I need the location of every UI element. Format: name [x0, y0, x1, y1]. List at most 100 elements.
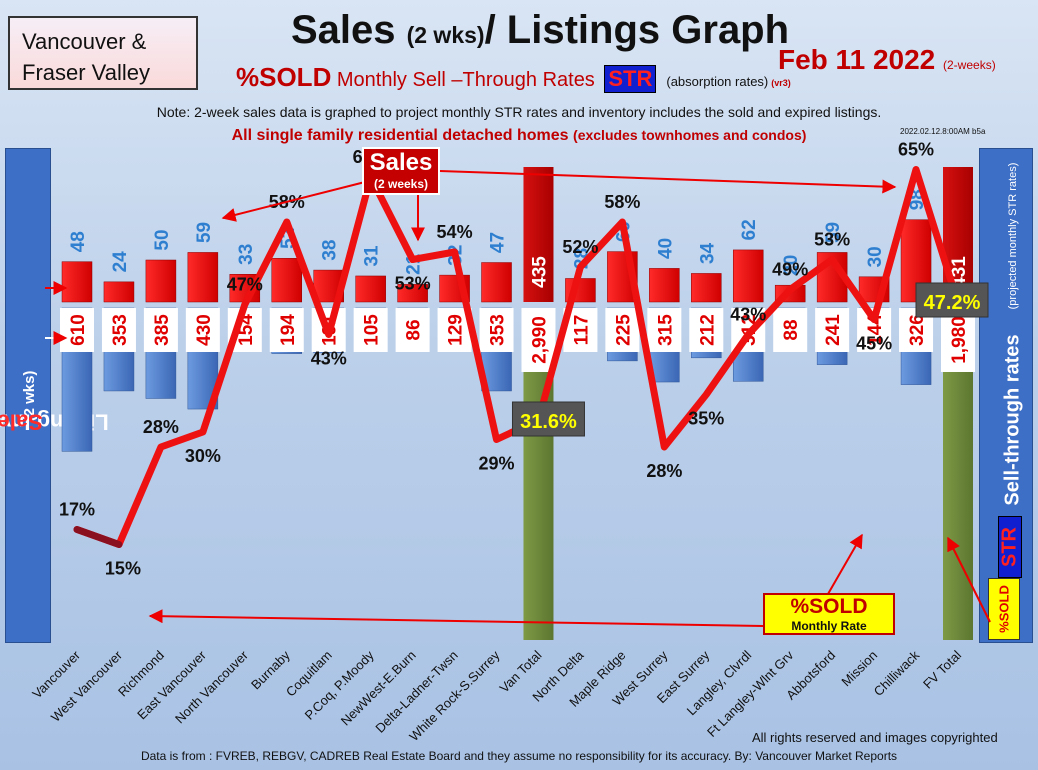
inventory-label-box — [143, 308, 178, 352]
sold-rate-label: 30% — [185, 446, 221, 466]
report-date: Feb 11 2022 (2-weeks) — [778, 44, 996, 76]
sales-value-label: 48 — [68, 231, 89, 252]
sold-rate-label: 53% — [814, 230, 850, 250]
sold-arrow-up — [827, 533, 863, 595]
chart-subtitle: %SOLD Monthly Sell –Through Rates STR (ab… — [236, 62, 791, 93]
inventory-label-box — [101, 308, 136, 352]
sales-callout-period: (2 weeks) — [373, 177, 429, 191]
sold-rate-label: 53% — [395, 274, 431, 294]
sold-rate-label: 45% — [856, 334, 892, 354]
inventory-label-box — [941, 308, 975, 372]
timestamp: 2022.02.12.8:00AM b5a — [900, 127, 986, 136]
sold-rate-label: 65% — [898, 140, 934, 160]
total-rate-label: 47.2% — [924, 292, 981, 314]
sold-rate-label: 17% — [59, 500, 95, 520]
inventory-label-box — [773, 308, 808, 352]
chart-scope: All single family residential detached h… — [0, 127, 1038, 145]
sales-arrow-right — [439, 170, 897, 194]
title-rest: / Listings Graph — [484, 8, 790, 52]
sold-rate-label: 28% — [646, 461, 682, 481]
sold-rate-label: 52% — [562, 237, 598, 257]
inventory-label-box — [605, 308, 640, 352]
inventory-label-box — [521, 308, 556, 372]
sales-value-label: 435 — [529, 256, 550, 288]
category-label: Mission — [838, 648, 880, 690]
sales-bar — [145, 259, 177, 303]
total-rate-box — [511, 401, 585, 437]
inventory-value-label: 241 — [823, 314, 844, 346]
category-label: North Vancouver — [172, 647, 251, 726]
sold-rate-label: 47% — [227, 275, 263, 295]
region-line-2: Fraser Valley — [22, 60, 150, 85]
sold-rate-label: 54% — [437, 222, 473, 242]
category-label: FV Total — [920, 647, 964, 691]
subtitle-version: (vr3) — [771, 78, 791, 88]
inventory-value-label: 2,990 — [529, 316, 550, 364]
subtitle-absorption: (absorption rates) — [666, 74, 769, 89]
sales-value-label: 59 — [823, 222, 844, 243]
sales-value-label: 38 — [320, 240, 341, 261]
sales-callout-title: Sales — [369, 149, 433, 176]
inventory-value-label: 88 — [781, 319, 802, 340]
sold-rate-label: 43% — [311, 349, 347, 369]
region-box: Vancouver & Fraser Valley — [8, 16, 198, 90]
sold-arrow-total — [947, 536, 991, 623]
scope-text: All single family residential detached h… — [231, 127, 569, 144]
inventory-value-label: 117 — [571, 315, 592, 346]
inventory-label-box — [479, 308, 514, 352]
sales-value-label: 50 — [152, 229, 173, 250]
scope-note: (excludes townhomes and condos) — [573, 127, 807, 143]
sold-arrow-left — [148, 609, 764, 627]
sales-arrow-left — [221, 181, 366, 222]
copyright-text: All rights reserved and images copyright… — [752, 730, 998, 745]
inventory-value-label: 430 — [194, 314, 215, 346]
sales-bar — [355, 275, 386, 303]
inventory-value-label: 212 — [697, 314, 718, 346]
sold-rate-label: 15% — [105, 559, 141, 579]
inventory-value-label: 144 — [865, 314, 886, 346]
title-period: (2 wks) — [406, 22, 485, 48]
left-axis-panel — [5, 148, 51, 643]
total-sales-bar — [523, 167, 554, 302]
inventory-label-box — [395, 308, 430, 352]
region-line-1: Vancouver & — [22, 29, 147, 54]
sold-callout-title: %SOLD — [790, 595, 868, 618]
inventory-label-box — [353, 308, 388, 352]
sold-rate-label: 28% — [143, 417, 179, 437]
inventory-label-box — [185, 308, 220, 352]
total-rate-label: 31.6% — [520, 411, 577, 433]
sales-value-label: 62 — [739, 219, 760, 240]
sales-bar — [271, 258, 303, 303]
category-label: NewWest-E.Burn — [338, 648, 419, 729]
sales-bar — [481, 262, 512, 303]
str-badge: STR — [604, 65, 657, 93]
title-sales: Sales — [290, 8, 407, 52]
inventory-value-label: 86 — [404, 319, 425, 340]
inventory-label-box — [815, 308, 850, 352]
sales-bar — [649, 268, 680, 303]
sold-callout-subtitle: Monthly Rate — [791, 619, 867, 633]
inventory-label-box — [647, 308, 682, 352]
subtitle-sold: %SOLD — [236, 62, 332, 92]
sold-vertical-badge: %SOLD — [988, 578, 1020, 640]
subtitle-str-text: Monthly Sell –Through Rates — [331, 69, 601, 91]
inventory-value-label: 385 — [152, 314, 173, 346]
inventory-label-box — [269, 308, 304, 352]
str-vertical-badge: STR — [998, 516, 1022, 578]
sold-callout: %SOLD Monthly Rate — [763, 593, 895, 635]
category-label: West Vancouver — [48, 647, 126, 725]
chart-note: Note: 2-week sales data is graphed to pr… — [156, 104, 882, 120]
chart-title: Sales (2 wks)/ Listings Graph — [200, 8, 880, 53]
sales-value-label: 33 — [236, 244, 257, 265]
inventory-value-label: 353 — [110, 314, 131, 346]
sales-bar — [187, 252, 219, 303]
category-label: Chilliwack — [871, 647, 923, 699]
sold-rate-line-start — [73, 526, 123, 548]
sales-value-label: 47 — [488, 232, 509, 253]
sales-value-label: 24 — [110, 251, 131, 273]
inventory-label-box — [689, 308, 724, 352]
inventory-value-label: 194 — [278, 314, 299, 346]
inventory-value-label: 315 — [655, 314, 676, 346]
sales-value-label: 31 — [362, 245, 383, 267]
